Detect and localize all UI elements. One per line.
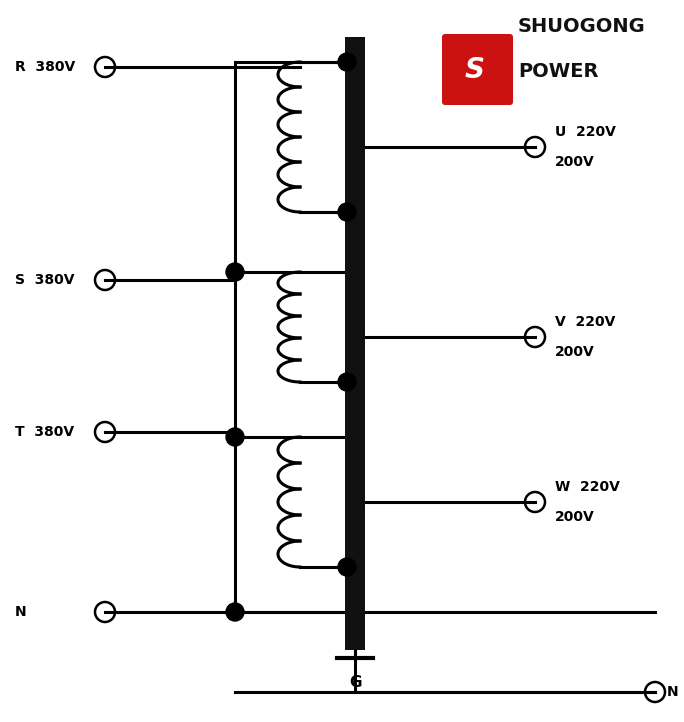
Text: T  380V: T 380V	[15, 425, 74, 439]
Text: N: N	[15, 605, 27, 619]
Text: W  220V: W 220V	[555, 480, 620, 494]
Circle shape	[338, 53, 356, 71]
Circle shape	[226, 603, 244, 621]
Text: S: S	[464, 56, 484, 84]
Text: SHUOGONG: SHUOGONG	[518, 17, 646, 36]
Text: POWER: POWER	[518, 62, 598, 81]
Text: 200V: 200V	[555, 155, 595, 169]
Text: 200V: 200V	[555, 345, 595, 359]
Text: V  220V: V 220V	[555, 315, 616, 329]
Circle shape	[226, 263, 244, 281]
Circle shape	[226, 428, 244, 446]
Circle shape	[338, 203, 356, 221]
Bar	[345, 37, 365, 650]
Circle shape	[338, 373, 356, 391]
Text: G: G	[349, 675, 361, 690]
Text: U  220V: U 220V	[555, 125, 616, 139]
Circle shape	[338, 558, 356, 576]
Text: N: N	[667, 685, 679, 699]
FancyBboxPatch shape	[442, 34, 513, 105]
Text: R  380V: R 380V	[15, 60, 75, 74]
Text: 200V: 200V	[555, 510, 595, 524]
Text: S  380V: S 380V	[15, 273, 75, 287]
